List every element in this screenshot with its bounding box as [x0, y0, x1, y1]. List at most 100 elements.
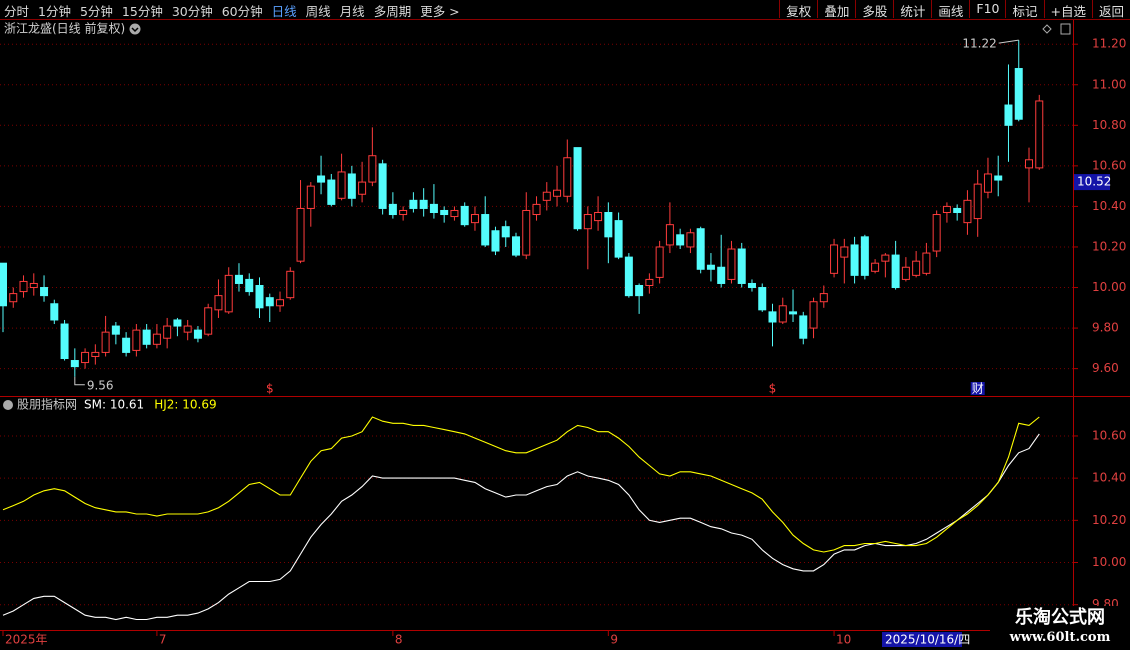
candle-body: [635, 285, 644, 297]
candle-body: [830, 244, 839, 274]
period-tab[interactable]: 分时: [4, 4, 30, 19]
candle-body: [994, 175, 1003, 181]
x-tick-label: 9: [610, 633, 618, 647]
tool-button[interactable]: 多股: [855, 0, 893, 19]
period-tab[interactable]: 周线: [305, 4, 331, 19]
candle-body: [840, 246, 849, 258]
candle-body: [9, 293, 18, 303]
high-label: 11.22: [962, 37, 996, 51]
period-tab[interactable]: 15分钟: [121, 4, 163, 19]
candle-body: [29, 282, 38, 289]
panel-icon[interactable]: [1060, 23, 1071, 35]
candle-body: [768, 311, 777, 323]
candle-body: [727, 248, 736, 280]
candle-body: [214, 295, 223, 311]
candle-body: [327, 179, 336, 205]
annotation-arrow: [74, 376, 85, 386]
candle-body: [891, 254, 900, 289]
candle-body: [942, 205, 951, 214]
tool-button[interactable]: 叠加: [817, 0, 855, 19]
indicator-line: [2, 416, 1040, 553]
event-marker: $: [769, 382, 777, 396]
x-tick-label: 2025年: [5, 633, 48, 647]
candle-body: [234, 274, 243, 284]
candle-body: [881, 254, 890, 262]
cursor-date-box: [882, 632, 962, 647]
candle-body: [50, 303, 59, 321]
tool-button[interactable]: F10: [969, 0, 1005, 18]
candle-body: [604, 212, 613, 238]
diamond-icon[interactable]: [1042, 24, 1052, 34]
candle-body: [122, 337, 131, 353]
y-tick-label: 10.60: [1092, 428, 1126, 442]
period-tabs: 分时 1分钟 5分钟 15分钟 30分钟 60分钟 日线 周线 月线 多周期 更多 >: [4, 1, 460, 20]
candle-body: [737, 248, 746, 284]
candle-body: [111, 325, 120, 335]
candle-body: [276, 299, 285, 307]
candle-body: [850, 244, 859, 276]
candle-body: [614, 220, 623, 258]
candle-body: [953, 207, 962, 213]
candle-body: [378, 163, 387, 209]
watermark-name: 乐淘公式网: [1015, 607, 1105, 628]
period-tab[interactable]: 日线: [271, 4, 297, 19]
candle-body: [983, 173, 992, 193]
legend-entry: SM: 10.61: [84, 398, 144, 412]
candle-body: [193, 329, 202, 339]
legend-entry: HJ2: 10.69: [154, 398, 216, 412]
candle-body: [871, 262, 880, 272]
candle-body: [542, 191, 551, 201]
tool-button[interactable]: +自选: [1043, 0, 1092, 19]
candle-body: [440, 209, 449, 216]
period-tab[interactable]: 月线: [339, 4, 365, 19]
period-tab[interactable]: 60分钟: [221, 4, 263, 19]
candle-body: [645, 278, 654, 286]
candle-body: [409, 199, 418, 209]
y-tick-label: 10.40: [1092, 199, 1126, 213]
period-tab[interactable]: 30分钟: [171, 4, 213, 19]
candle-body: [358, 181, 367, 195]
period-tab[interactable]: 1分钟: [38, 4, 71, 19]
tool-button[interactable]: 复权: [779, 0, 817, 19]
candle-body: [1035, 100, 1044, 169]
indicator-icon[interactable]: [3, 400, 13, 410]
event-marker: $: [266, 382, 274, 396]
candle-body: [583, 214, 592, 230]
candle-body: [317, 175, 326, 183]
dropdown-icon[interactable]: [129, 23, 141, 35]
low-label: 9.56: [87, 378, 114, 392]
candle-body: [296, 207, 305, 262]
candle-body: [912, 260, 921, 276]
candle-body: [809, 301, 818, 329]
tool-button[interactable]: 标记: [1005, 0, 1043, 19]
cursor-date: 2025/10/16/四: [885, 633, 970, 647]
candle-body: [758, 287, 767, 311]
period-tab[interactable]: 多周期: [373, 4, 412, 19]
period-tab[interactable]: 更多 >: [420, 4, 460, 19]
candle-body: [152, 333, 161, 345]
candle-body: [255, 285, 264, 309]
candle-body: [973, 183, 982, 220]
tool-button[interactable]: 返回: [1091, 0, 1130, 19]
candle-body: [224, 274, 233, 313]
candle-body: [512, 236, 520, 256]
candle-body: [491, 230, 500, 252]
toolbar: 分时 1分钟 5分钟 15分钟 30分钟 60分钟 日线 周线 月线 多周期 更多 > 复权 叠加 多股…: [0, 0, 1130, 20]
candle-body: [173, 319, 182, 327]
x-tick-label: 8: [395, 633, 403, 647]
candle-body: [1014, 68, 1023, 120]
y-tick-label: 10.00: [1092, 280, 1126, 294]
tool-button[interactable]: 统计: [893, 0, 931, 19]
candle-body: [501, 226, 510, 238]
candle-body: [819, 293, 828, 303]
candle-body: [142, 329, 151, 345]
candle-body: [183, 325, 192, 333]
y-tick-label: 9.80: [1092, 321, 1119, 335]
candle-body: [655, 246, 664, 278]
period-tab[interactable]: 5分钟: [79, 4, 113, 19]
y-tick-label: 10.40: [1092, 471, 1126, 485]
y-tick-label: 9.60: [1092, 361, 1119, 375]
candle-body: [789, 311, 798, 315]
tool-button[interactable]: 画线: [931, 0, 969, 19]
indicator-line: [2, 433, 1040, 621]
